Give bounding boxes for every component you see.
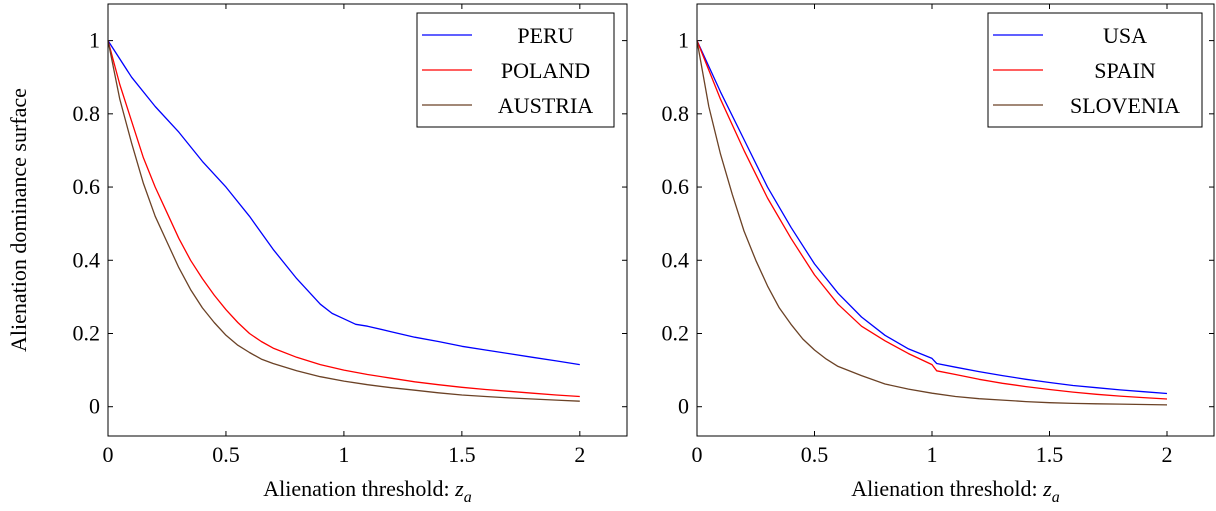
x-axis-label: Alienation threshold: za xyxy=(263,476,471,506)
x-axis-label-text: Alienation threshold: xyxy=(263,476,455,501)
series-line-austria xyxy=(107,40,580,402)
x-tick-label: 1.5 xyxy=(448,442,476,467)
series-line-poland xyxy=(107,40,580,398)
y-tick-label: 0.4 xyxy=(73,247,101,272)
x-tick-label: 0 xyxy=(692,442,703,467)
x-tick-label: 2 xyxy=(1162,442,1173,467)
y-tick-label: 0.8 xyxy=(73,101,101,126)
y-axis-label: Alienation dominance surface xyxy=(6,88,31,352)
x-axis-label: Alienation threshold: za xyxy=(851,476,1059,506)
series-line-spain xyxy=(696,40,1168,400)
x-tick-label: 1.5 xyxy=(1036,442,1064,467)
chart-panel-2: 0 0.5 1 1.5 2 0 0.2 0.4 0.6 0.8 1 USA SPAIN SLOVENIA A… xyxy=(662,3,1215,506)
x-tick-label: 2 xyxy=(574,442,585,467)
axes-frame xyxy=(107,3,628,437)
series-line-peru xyxy=(107,40,580,366)
y-tick-label: 0.2 xyxy=(73,320,101,345)
x-axis-label-sub: a xyxy=(464,489,472,506)
legend-label: PERU xyxy=(517,23,573,48)
legend-label: SLOVENIA xyxy=(1070,93,1180,118)
legend: PERU POLAND AUSTRIA xyxy=(416,12,615,128)
legend-label: AUSTRIA xyxy=(498,93,593,118)
x-tick-label: 0 xyxy=(103,442,114,467)
x-axis-label-var: z xyxy=(1042,476,1052,501)
y-tick-label: 0.8 xyxy=(662,101,690,126)
x-axis-label-var: z xyxy=(454,476,464,501)
legend-label: POLAND xyxy=(501,58,590,83)
x-axis-label-text: Alienation threshold: xyxy=(851,476,1043,501)
y-tick-label: 1 xyxy=(678,28,689,53)
y-tick-label: 0 xyxy=(89,394,100,419)
x-tick-label: 1 xyxy=(338,442,349,467)
y-tick-label: 0.2 xyxy=(662,320,690,345)
chart-panel-1: 0 0.5 1 1.5 2 0 0.2 0.4 0.6 0.8 1 PERU POLAND AUSTRIA… xyxy=(6,3,628,506)
y-tick-label: 0.6 xyxy=(662,174,690,199)
axes-frame xyxy=(696,3,1215,437)
series-line-usa xyxy=(696,40,1168,395)
x-tick-label: 0.5 xyxy=(212,442,240,467)
y-tick-label: 0.4 xyxy=(662,247,690,272)
x-tick-label: 0.5 xyxy=(801,442,829,467)
legend-label: SPAIN xyxy=(1094,58,1156,83)
legend: USA SPAIN SLOVENIA xyxy=(987,12,1203,128)
y-tick-label: 0 xyxy=(678,394,689,419)
x-axis-label-sub: a xyxy=(1052,489,1060,506)
legend-label: USA xyxy=(1103,23,1147,48)
series-line-slovenia xyxy=(696,40,1168,406)
y-tick-label: 1 xyxy=(89,28,100,53)
x-tick-label: 1 xyxy=(927,442,938,467)
y-tick-label: 0.6 xyxy=(73,174,101,199)
